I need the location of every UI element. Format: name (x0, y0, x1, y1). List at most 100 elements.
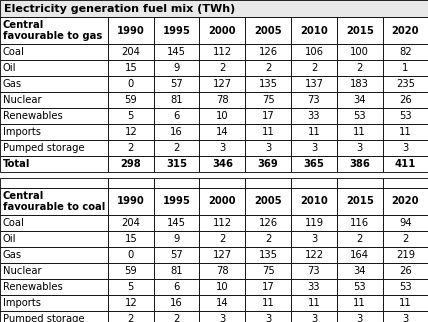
Text: 11: 11 (354, 127, 366, 137)
Bar (291, 156, 337, 172)
Bar (0, 156, 108, 172)
Text: 81: 81 (170, 95, 183, 105)
Bar (0, 17, 108, 44)
Text: 6: 6 (173, 111, 180, 121)
Bar (291, 215, 337, 231)
Text: 137: 137 (304, 79, 324, 89)
Text: 53: 53 (354, 282, 366, 292)
Text: 219: 219 (396, 250, 415, 260)
Bar (0, 76, 108, 92)
Bar (337, 60, 383, 76)
Bar (291, 188, 337, 215)
Text: 34: 34 (354, 95, 366, 105)
Text: 298: 298 (120, 159, 141, 169)
Bar (245, 60, 291, 76)
Text: 15: 15 (125, 234, 137, 244)
Text: 106: 106 (304, 47, 324, 57)
Text: 3: 3 (265, 143, 271, 153)
Bar (337, 178, 383, 188)
Text: 2015: 2015 (346, 25, 374, 35)
Text: 2: 2 (128, 314, 134, 322)
Bar (108, 247, 154, 263)
Bar (337, 215, 383, 231)
Bar (108, 231, 154, 247)
Text: 112: 112 (213, 218, 232, 228)
Text: 3: 3 (402, 314, 408, 322)
Text: Pumped storage: Pumped storage (3, 143, 85, 153)
Text: 164: 164 (350, 250, 369, 260)
Text: 73: 73 (308, 266, 320, 276)
Bar (154, 44, 199, 60)
Bar (383, 295, 428, 311)
Text: 2: 2 (173, 143, 180, 153)
Bar (291, 311, 337, 322)
Bar (199, 60, 245, 76)
Text: 369: 369 (258, 159, 279, 169)
Bar (154, 108, 199, 124)
Bar (291, 295, 337, 311)
Bar (337, 108, 383, 124)
Bar (337, 311, 383, 322)
Bar (154, 215, 199, 231)
Bar (108, 215, 154, 231)
Text: Coal: Coal (3, 218, 25, 228)
Text: 204: 204 (121, 218, 140, 228)
Text: 204: 204 (121, 47, 140, 57)
Text: 9: 9 (173, 234, 180, 244)
Text: 14: 14 (216, 127, 229, 137)
Text: 346: 346 (212, 159, 233, 169)
Text: 145: 145 (167, 47, 186, 57)
Bar (108, 108, 154, 124)
Bar (108, 140, 154, 156)
Bar (154, 92, 199, 108)
Bar (199, 311, 245, 322)
Text: 12: 12 (125, 127, 137, 137)
Text: Central
favourable to coal: Central favourable to coal (3, 191, 105, 212)
Text: Renewables: Renewables (3, 111, 63, 121)
Text: 9: 9 (173, 63, 180, 73)
Text: 2: 2 (219, 63, 226, 73)
Bar (108, 60, 154, 76)
Bar (245, 156, 291, 172)
Text: 33: 33 (308, 111, 320, 121)
Text: 2: 2 (402, 234, 408, 244)
Text: 11: 11 (308, 298, 320, 308)
Bar (245, 188, 291, 215)
Text: 12: 12 (125, 298, 137, 308)
Bar (154, 247, 199, 263)
Bar (245, 44, 291, 60)
Bar (245, 215, 291, 231)
Text: 2000: 2000 (208, 196, 236, 206)
Bar (199, 108, 245, 124)
Text: 2: 2 (357, 234, 363, 244)
Bar (108, 279, 154, 295)
Text: 122: 122 (304, 250, 324, 260)
Text: 135: 135 (259, 79, 278, 89)
Bar (154, 76, 199, 92)
Text: 81: 81 (170, 266, 183, 276)
Text: 75: 75 (262, 266, 274, 276)
Text: 11: 11 (399, 127, 412, 137)
Bar (0, 0, 428, 17)
Bar (383, 76, 428, 92)
Text: 53: 53 (354, 111, 366, 121)
Bar (245, 311, 291, 322)
Bar (199, 124, 245, 140)
Text: 11: 11 (308, 127, 320, 137)
Bar (337, 17, 383, 44)
Bar (0, 263, 108, 279)
Bar (245, 92, 291, 108)
Text: 2010: 2010 (300, 196, 328, 206)
Bar (0, 279, 108, 295)
Text: 75: 75 (262, 95, 274, 105)
Bar (154, 188, 199, 215)
Bar (108, 76, 154, 92)
Text: 16: 16 (170, 127, 183, 137)
Text: 1995: 1995 (163, 196, 190, 206)
Bar (383, 17, 428, 44)
Bar (108, 178, 154, 188)
Text: 11: 11 (262, 298, 274, 308)
Text: Imports: Imports (3, 127, 41, 137)
Bar (154, 124, 199, 140)
Text: 116: 116 (350, 218, 369, 228)
